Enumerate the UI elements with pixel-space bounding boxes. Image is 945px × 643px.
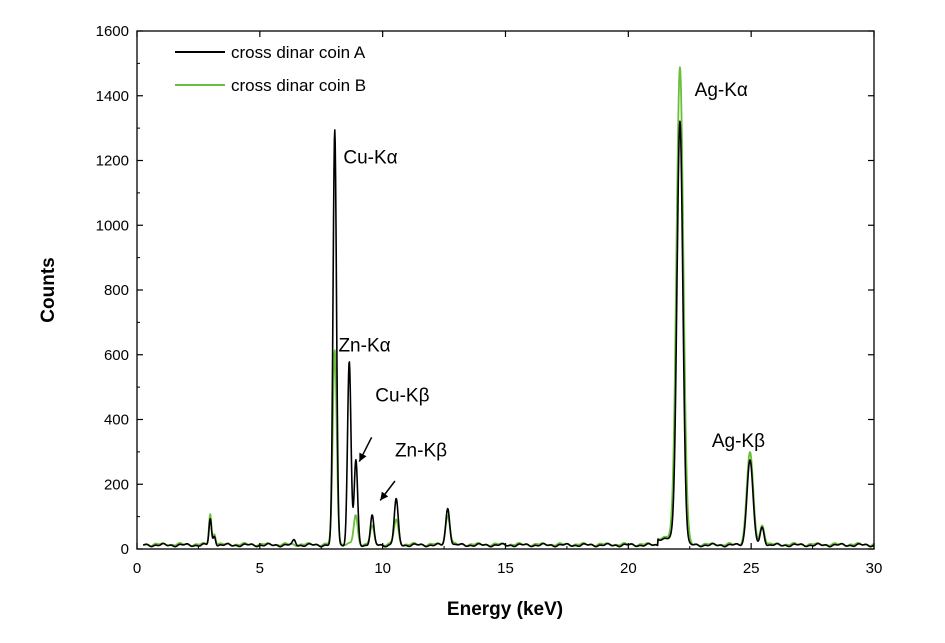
peak-arrow	[358, 436, 373, 462]
x-tick-label: 15	[497, 560, 514, 577]
y-tick-label: 1600	[96, 23, 129, 40]
y-tick-label: 1000	[96, 217, 129, 234]
peak-label: Zn-Kα	[338, 336, 390, 357]
peak-label: Zn-Kβ	[395, 441, 447, 462]
legend-label-a: cross dinar coin A	[231, 43, 366, 62]
x-tick-label: 0	[133, 560, 141, 577]
x-axis-title: Energy (keV)	[447, 599, 563, 620]
peak-label: Cu-Kβ	[375, 386, 429, 407]
peak-arrow	[379, 480, 396, 501]
plot-frame	[136, 30, 875, 550]
x-tick-label: 10	[374, 560, 391, 577]
series-line-coin-b	[142, 66, 875, 547]
x-tick-label: 20	[620, 560, 637, 577]
y-tick-label: 400	[104, 412, 129, 429]
y-axis-title: Counts	[38, 257, 59, 322]
y-tick-label: 0	[121, 541, 129, 558]
y-tick-label: 600	[104, 347, 129, 364]
series-layer	[142, 66, 875, 548]
series-line-coin-a	[142, 120, 875, 548]
y-tick-label: 1400	[96, 88, 129, 105]
ticks-layer: 0 5 10 15 20 25 30 0 200 400 600 800 1000 1200 1400 160…	[96, 23, 883, 577]
x-tick-label: 25	[743, 560, 760, 577]
legend: cross dinar coin A cross dinar coin B	[175, 43, 366, 95]
annotation-layer: Cu-Kα Zn-Kα Cu-Kβ Zn-Kβ Ag-Kα Ag-Kβ	[338, 80, 765, 501]
peak-label: Cu-Kα	[343, 148, 397, 169]
x-tick-label: 30	[866, 560, 883, 577]
peak-label: Ag-Kβ	[712, 431, 765, 452]
y-tick-label: 200	[104, 476, 129, 493]
peak-label: Ag-Kα	[695, 80, 748, 101]
y-tick-label: 1200	[96, 153, 129, 170]
x-tick-label: 5	[256, 560, 264, 577]
legend-label-b: cross dinar coin B	[231, 76, 366, 95]
y-tick-label: 800	[104, 282, 129, 299]
